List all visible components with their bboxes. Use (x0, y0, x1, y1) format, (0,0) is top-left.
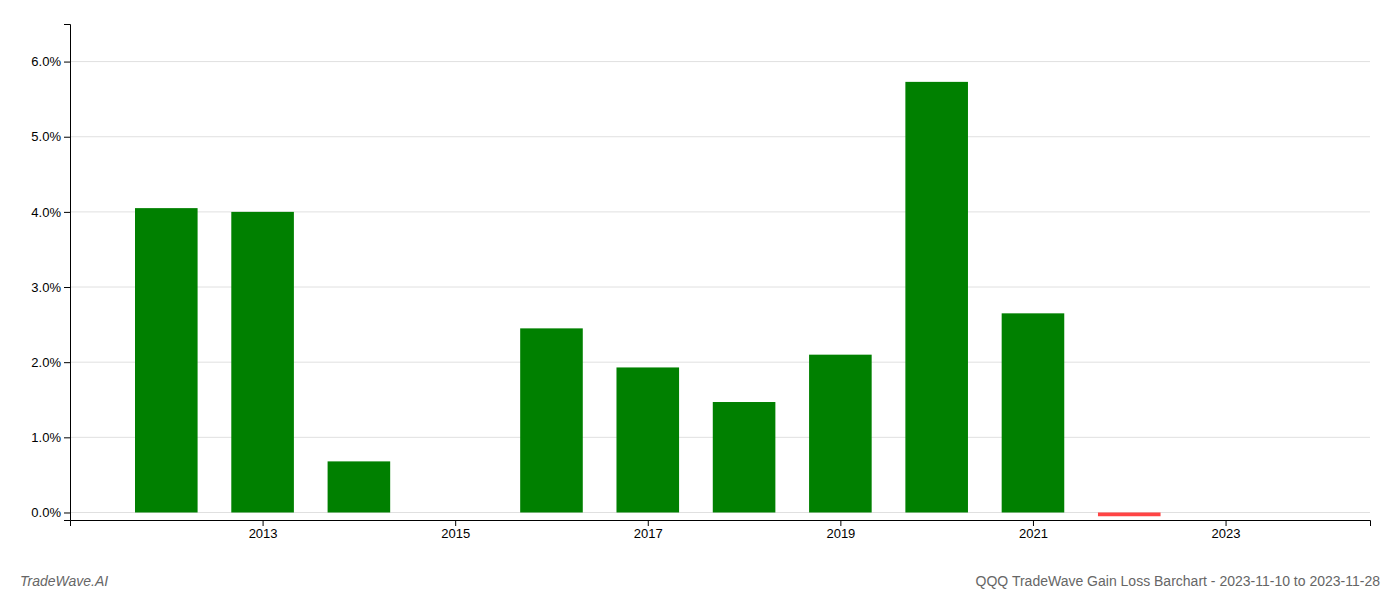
x-tick-mark (648, 520, 649, 526)
bar (520, 328, 583, 512)
y-tick: 1.0% (31, 430, 70, 445)
x-tick-label: 2013 (249, 526, 278, 541)
bar (809, 355, 872, 513)
x-tick: 2013 (249, 520, 278, 541)
bar (328, 461, 391, 512)
x-tick: 2023 (1212, 520, 1241, 541)
footer-left: TradeWave.AI (20, 573, 108, 589)
bar (231, 212, 294, 513)
y-axis: 0.0% 1.0% 2.0% 3.0% 4.0% 5.0% 6.0% (31, 25, 70, 521)
x-axis-line (71, 521, 1371, 527)
x-tick: 2017 (634, 520, 663, 541)
y-tick-label: 6.0% (31, 54, 61, 69)
bars (135, 82, 1161, 516)
y-tick: 3.0% (31, 280, 70, 295)
x-tick: 2015 (441, 520, 470, 541)
y-tick-label: 3.0% (31, 280, 61, 295)
bar (1002, 313, 1065, 512)
x-tick-label: 2019 (826, 526, 855, 541)
y-axis-line (64, 25, 71, 521)
y-tick-mark (64, 212, 70, 213)
x-tick-mark (840, 520, 841, 526)
y-tick-label: 0.0% (31, 505, 61, 520)
y-tick-mark (64, 287, 70, 288)
x-tick: 2021 (1019, 520, 1048, 541)
grid-line (70, 61, 1370, 62)
y-tick: 5.0% (31, 129, 70, 144)
y-tick-label: 2.0% (31, 355, 61, 370)
y-tick-label: 4.0% (31, 205, 61, 220)
y-tick-mark (64, 437, 70, 438)
y-tick: 6.0% (31, 54, 70, 69)
x-tick-mark (1226, 520, 1227, 526)
x-tick-mark (455, 520, 456, 526)
x-tick-label: 2021 (1019, 526, 1048, 541)
y-tick-mark (64, 137, 70, 138)
x-tick-mark (263, 520, 264, 526)
x-axis: 2013 2015 2017 2019 2021 2023 (71, 520, 1371, 541)
plot: 2013 2015 2017 2019 2021 2023 0.0% 1.0% 2.0% 3.0%… (31, 25, 1370, 542)
grid-line (70, 136, 1370, 137)
bar (905, 82, 968, 513)
chart: 2013 2015 2017 2019 2021 2023 0.0% 1.0% 2.0% 3.0%… (0, 0, 1400, 600)
x-tick-label: 2023 (1212, 526, 1241, 541)
bar (713, 402, 776, 512)
x-tick: 2019 (826, 520, 855, 541)
grid (70, 62, 1370, 513)
y-tick: 0.0% (31, 505, 70, 520)
y-tick: 4.0% (31, 205, 70, 220)
y-tick-mark (64, 62, 70, 63)
bar (616, 367, 679, 512)
y-tick-label: 5.0% (31, 129, 61, 144)
bar (1098, 512, 1161, 516)
y-tick: 2.0% (31, 355, 70, 370)
bar (135, 208, 198, 512)
title: QQQ TradeWave Gain Loss Barchart - 2023-… (976, 573, 1381, 589)
x-tick-label: 2017 (634, 526, 663, 541)
y-tick-mark (64, 362, 70, 363)
x-tick-mark (1033, 520, 1034, 526)
y-tick-label: 1.0% (31, 430, 61, 445)
x-tick-label: 2015 (441, 526, 470, 541)
y-tick-mark (64, 512, 70, 513)
